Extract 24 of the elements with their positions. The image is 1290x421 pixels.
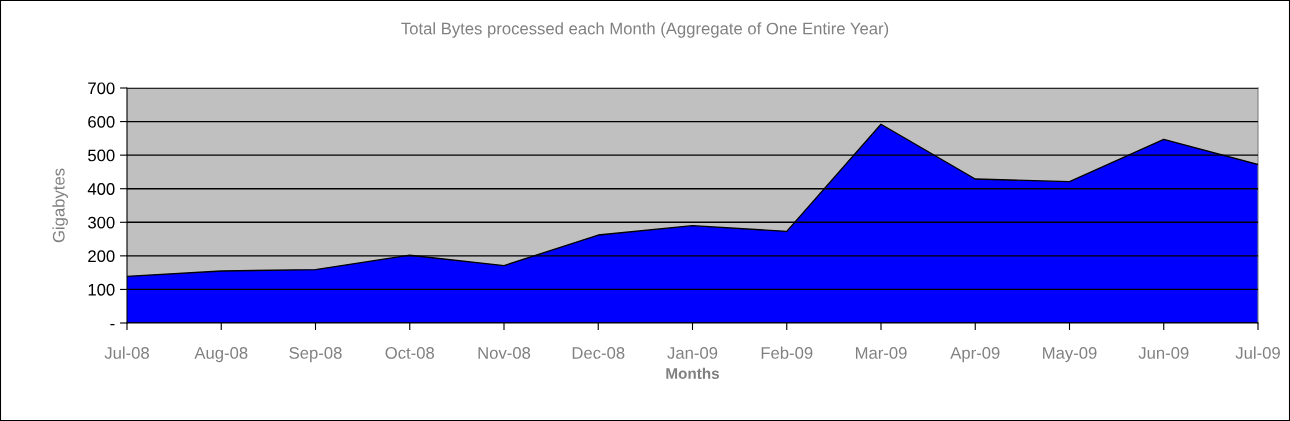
x-tick-label: Jan-09 (667, 347, 718, 359)
x-axis-title: Months (666, 367, 720, 379)
x-tick-label: Dec-08 (572, 347, 625, 359)
x-tick-label: Aug-08 (194, 347, 248, 363)
x-tick-label: Jun-09 (1138, 347, 1189, 359)
y-tick-label: 500 (88, 149, 115, 162)
y-tick-label: - (110, 323, 115, 326)
y-tick-label: 700 (88, 82, 115, 95)
x-tick-label: Jul-08 (104, 346, 149, 359)
y-tick-label: 400 (87, 183, 115, 195)
x-tick-label: Nov-08 (478, 347, 531, 359)
x-tick-label: Jul-09 (1235, 346, 1280, 359)
x-tick-label: Oct-08 (385, 347, 435, 359)
y-tick-label: 600 (88, 115, 115, 128)
chart-title: Total Bytes processed each Month (Aggregate of One Entire Year) (401, 22, 889, 38)
x-tick-label: Apr-09 (950, 347, 1000, 363)
x-tick-label: Feb-09 (761, 346, 813, 359)
y-axis-title: Gigabytes (52, 168, 68, 243)
x-tick-label: May-09 (1043, 347, 1097, 363)
y-tick-label: 200 (88, 250, 115, 263)
y-tick-label: 100 (88, 283, 115, 296)
x-tick-label: Mar-09 (855, 347, 907, 359)
x-tick-label: Sep-08 (289, 347, 342, 363)
y-tick-label: 300 (88, 216, 115, 229)
